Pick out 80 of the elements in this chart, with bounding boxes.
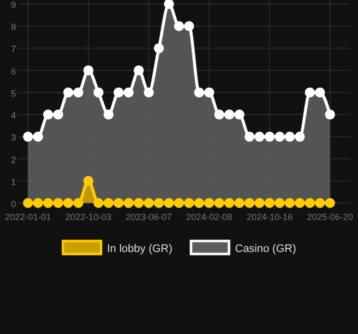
point [304, 87, 315, 98]
point [244, 198, 254, 208]
point [53, 198, 64, 208]
point [294, 132, 305, 142]
point [204, 87, 214, 98]
point [194, 198, 204, 208]
point [73, 198, 84, 208]
point [134, 65, 144, 76]
point [314, 198, 325, 208]
point [174, 21, 184, 32]
point [164, 0, 174, 9]
point [93, 87, 104, 98]
point [124, 87, 134, 98]
point [244, 132, 254, 142]
point [294, 198, 305, 208]
point [134, 198, 144, 208]
point [284, 132, 295, 142]
y-tick-label: 4 [10, 110, 16, 121]
point [264, 132, 275, 142]
point [254, 198, 265, 208]
y-tick-label: 2 [10, 154, 16, 165]
y-tick-label: 0 [10, 199, 16, 209]
point [164, 198, 174, 208]
point [104, 198, 114, 208]
point [104, 110, 114, 120]
point [274, 132, 285, 142]
x-tick-label: 2024-02-08 [186, 212, 232, 222]
y-tick-label: 6 [10, 66, 16, 76]
legend-label: Casino (GR) [235, 243, 296, 255]
x-tick-label: 2025-06-20 [306, 212, 354, 222]
point [204, 198, 214, 208]
point [144, 198, 154, 208]
point [154, 43, 164, 54]
point [63, 87, 74, 98]
point [174, 198, 184, 208]
point [93, 198, 104, 208]
point [184, 198, 194, 208]
point [274, 198, 285, 208]
point [234, 198, 244, 208]
point [43, 110, 54, 120]
point [33, 132, 44, 142]
y-tick-label: 3 [10, 132, 16, 143]
point [264, 198, 275, 208]
point [214, 110, 224, 120]
point [124, 198, 134, 208]
point [254, 132, 265, 142]
point [83, 65, 94, 76]
point [63, 198, 74, 208]
y-tick-label: 8 [10, 22, 16, 32]
point [234, 110, 244, 120]
point [214, 198, 224, 208]
point [144, 87, 154, 98]
point [114, 87, 124, 98]
y-tick-label: 9 [10, 0, 16, 10]
y-tick-label: 1 [10, 176, 16, 187]
y-tick-label: 7 [10, 44, 16, 54]
point [224, 198, 234, 208]
legend-label: In lobby (GR) [107, 243, 172, 255]
y-tick-label: 5 [10, 88, 16, 98]
point [23, 198, 33, 208]
point [73, 87, 84, 98]
point [325, 110, 335, 120]
point [224, 110, 234, 120]
point [43, 198, 54, 208]
point [314, 87, 325, 98]
point [325, 198, 335, 208]
x-tick-label: 2023-06-07 [126, 212, 172, 222]
point [184, 21, 194, 32]
point [194, 87, 204, 98]
point [304, 198, 315, 208]
x-tick-label: 2022-01-01 [4, 212, 52, 222]
x-tick-label: 2024-10-16 [246, 212, 293, 222]
point [114, 198, 124, 208]
point [83, 176, 94, 186]
point [23, 132, 33, 142]
point [154, 198, 164, 208]
x-tick-label: 2022-10-03 [65, 212, 112, 222]
point [53, 110, 64, 120]
point [284, 198, 295, 208]
point [33, 198, 44, 208]
